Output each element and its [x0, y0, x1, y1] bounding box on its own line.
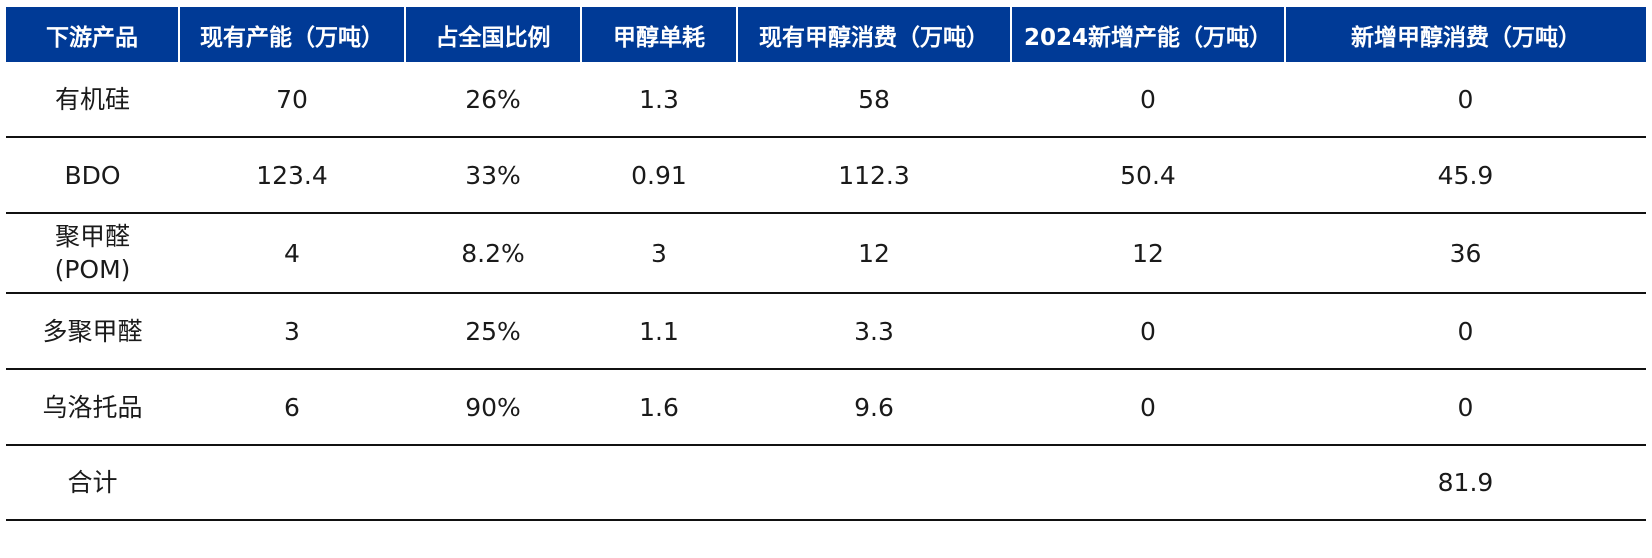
header-new-capacity: 2024新增产能（万吨） — [1010, 7, 1285, 62]
cell-empty — [1011, 445, 1285, 521]
cell-empty — [581, 445, 737, 521]
cell-product: 聚甲醛 (POM) — [6, 213, 179, 294]
cell-consumption: 12 — [737, 213, 1011, 294]
cell-product-line1: 聚甲醛 — [54, 222, 130, 251]
cell-capacity: 4 — [179, 213, 405, 294]
cell-share: 8.2% — [405, 213, 581, 294]
cell-capacity: 6 — [179, 369, 405, 446]
cell-new-capacity: 0 — [1011, 62, 1285, 138]
cell-product-line2: (POM) — [54, 255, 131, 284]
capacity-table: 下游产品 现有产能（万吨） 占全国比例 甲醇单耗 现有甲醇消费（万吨） 2024… — [6, 7, 1646, 521]
table-row: 有机硅 70 26% 1.3 58 0 0 — [6, 62, 1646, 138]
cell-new-consumption: 45.9 — [1285, 137, 1646, 214]
cell-product: 多聚甲醛 — [6, 293, 179, 370]
cell-consumption: 58 — [737, 62, 1011, 138]
cell-unit-use: 3 — [581, 213, 737, 294]
cell-unit-use: 1.1 — [581, 293, 737, 370]
cell-unit-use: 0.91 — [581, 137, 737, 214]
cell-consumption: 9.6 — [737, 369, 1011, 446]
cell-new-capacity: 50.4 — [1011, 137, 1285, 214]
cell-new-capacity: 0 — [1011, 369, 1285, 446]
header-capacity: 现有产能（万吨） — [178, 7, 405, 62]
cell-empty — [405, 445, 581, 521]
cell-product: BDO — [6, 137, 179, 214]
cell-product: 有机硅 — [6, 62, 179, 138]
cell-new-consumption: 0 — [1285, 369, 1646, 446]
header-product: 下游产品 — [6, 7, 179, 62]
cell-share: 26% — [405, 62, 581, 138]
header-share: 占全国比例 — [404, 7, 581, 62]
cell-share: 90% — [405, 369, 581, 446]
cell-unit-use: 1.3 — [581, 62, 737, 138]
cell-unit-use: 1.6 — [581, 369, 737, 446]
cell-new-consumption: 36 — [1285, 213, 1646, 294]
cell-new-consumption: 0 — [1285, 62, 1646, 138]
cell-consumption: 112.3 — [737, 137, 1011, 214]
cell-capacity: 3 — [179, 293, 405, 370]
header-new-consumption: 新增甲醇消费（万吨） — [1284, 7, 1646, 62]
cell-new-capacity: 0 — [1011, 293, 1285, 370]
cell-capacity: 123.4 — [179, 137, 405, 214]
cell-product: 乌洛托品 — [6, 369, 179, 446]
cell-new-consumption: 0 — [1285, 293, 1646, 370]
cell-share: 25% — [405, 293, 581, 370]
total-label: 合计 — [6, 445, 179, 521]
table-row: 多聚甲醛 3 25% 1.1 3.3 0 0 — [6, 293, 1646, 370]
cell-empty — [179, 445, 405, 521]
cell-capacity: 70 — [179, 62, 405, 138]
table-row: 聚甲醛 (POM) 4 8.2% 3 12 12 36 — [6, 213, 1646, 294]
cell-share: 33% — [405, 137, 581, 214]
total-new-consumption: 81.9 — [1285, 445, 1646, 521]
total-row: 合计 81.9 — [6, 445, 1646, 521]
header-consumption: 现有甲醇消费（万吨） — [736, 7, 1011, 62]
header-row: 下游产品 现有产能（万吨） 占全国比例 甲醇单耗 现有甲醇消费（万吨） 2024… — [6, 7, 1646, 62]
table-row: 乌洛托品 6 90% 1.6 9.6 0 0 — [6, 369, 1646, 446]
header-unit-use: 甲醇单耗 — [580, 7, 737, 62]
table-row: BDO 123.4 33% 0.91 112.3 50.4 45.9 — [6, 137, 1646, 214]
cell-new-capacity: 12 — [1011, 213, 1285, 294]
cell-consumption: 3.3 — [737, 293, 1011, 370]
cell-empty — [737, 445, 1011, 521]
